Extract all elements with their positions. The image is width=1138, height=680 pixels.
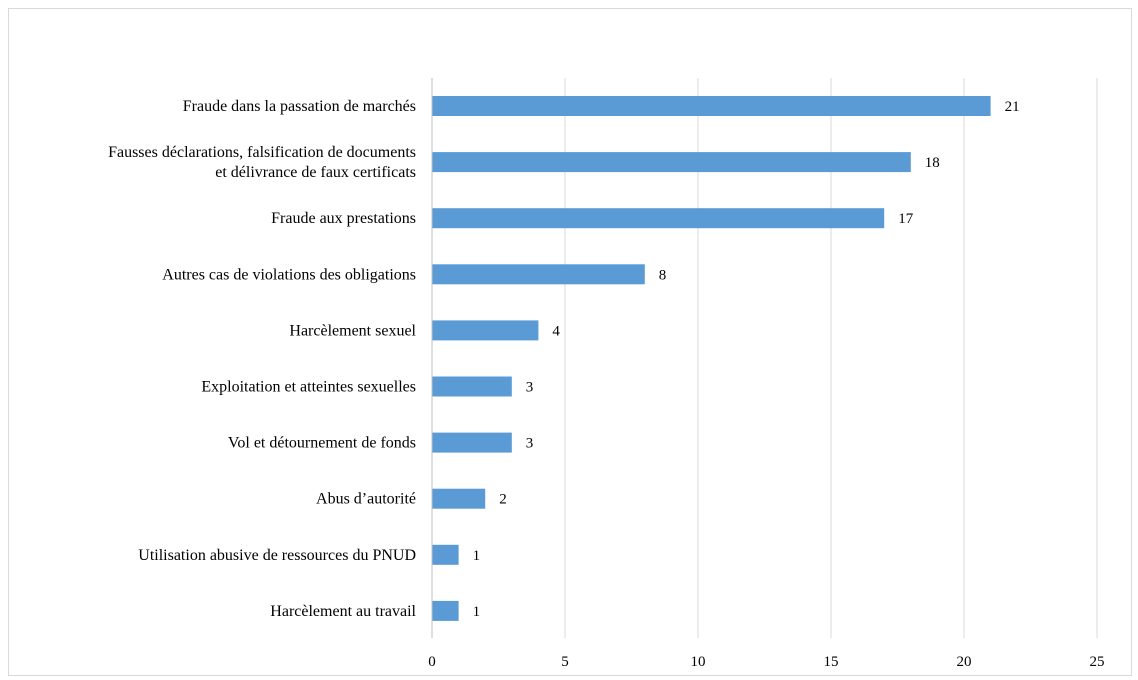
x-tick-label: 25 — [1090, 654, 1105, 670]
category-label: Fraude aux prestations — [271, 210, 416, 227]
bar — [432, 320, 539, 341]
category-label: Vol et détournement de fonds — [228, 435, 416, 452]
bar — [432, 544, 459, 565]
chart-frame — [8, 8, 1132, 676]
bar — [432, 600, 459, 621]
category-label: Harcèlement au travail — [270, 603, 416, 620]
category-label: Utilisation abusive de ressources du PNU… — [138, 547, 416, 564]
category-label: Harcèlement sexuel — [289, 322, 416, 339]
category-label: Fraude dans la passation de marchés — [183, 98, 416, 115]
value-label: 8 — [659, 267, 667, 283]
bar — [432, 488, 486, 509]
bar — [432, 432, 512, 453]
value-label: 17 — [898, 211, 914, 227]
x-tick-label: 15 — [824, 654, 839, 670]
category-label: Fausses déclarations, falsification de d… — [108, 144, 416, 161]
bar — [432, 152, 911, 173]
value-label: 1 — [473, 548, 481, 564]
value-label: 3 — [526, 380, 534, 396]
category-label: Exploitation et atteintes sexuelles — [201, 379, 416, 396]
value-label: 4 — [552, 323, 560, 339]
value-label: 3 — [526, 436, 534, 452]
bar — [432, 96, 991, 116]
x-tick-labels: 0 5 10 15 20 25 — [428, 654, 1104, 670]
x-tick-label: 20 — [957, 654, 972, 670]
value-label: 1 — [473, 604, 481, 620]
value-label: 18 — [925, 155, 940, 171]
x-tick-label: 0 — [428, 654, 436, 670]
value-label: 21 — [1005, 99, 1020, 115]
category-label: Autres cas de violations des obligations — [162, 266, 416, 283]
bar — [432, 208, 885, 229]
value-label: 2 — [499, 492, 507, 508]
bars — [432, 96, 991, 621]
x-tick-label: 10 — [691, 654, 706, 670]
bar — [432, 376, 512, 397]
category-label: Abus d’autorité — [316, 491, 416, 508]
category-labels: Fraude dans la passation de marchés Fauss… — [108, 98, 416, 620]
category-label: et délivrance de faux certificats — [215, 164, 416, 181]
bar — [432, 264, 645, 285]
x-tick-label: 5 — [561, 654, 569, 670]
